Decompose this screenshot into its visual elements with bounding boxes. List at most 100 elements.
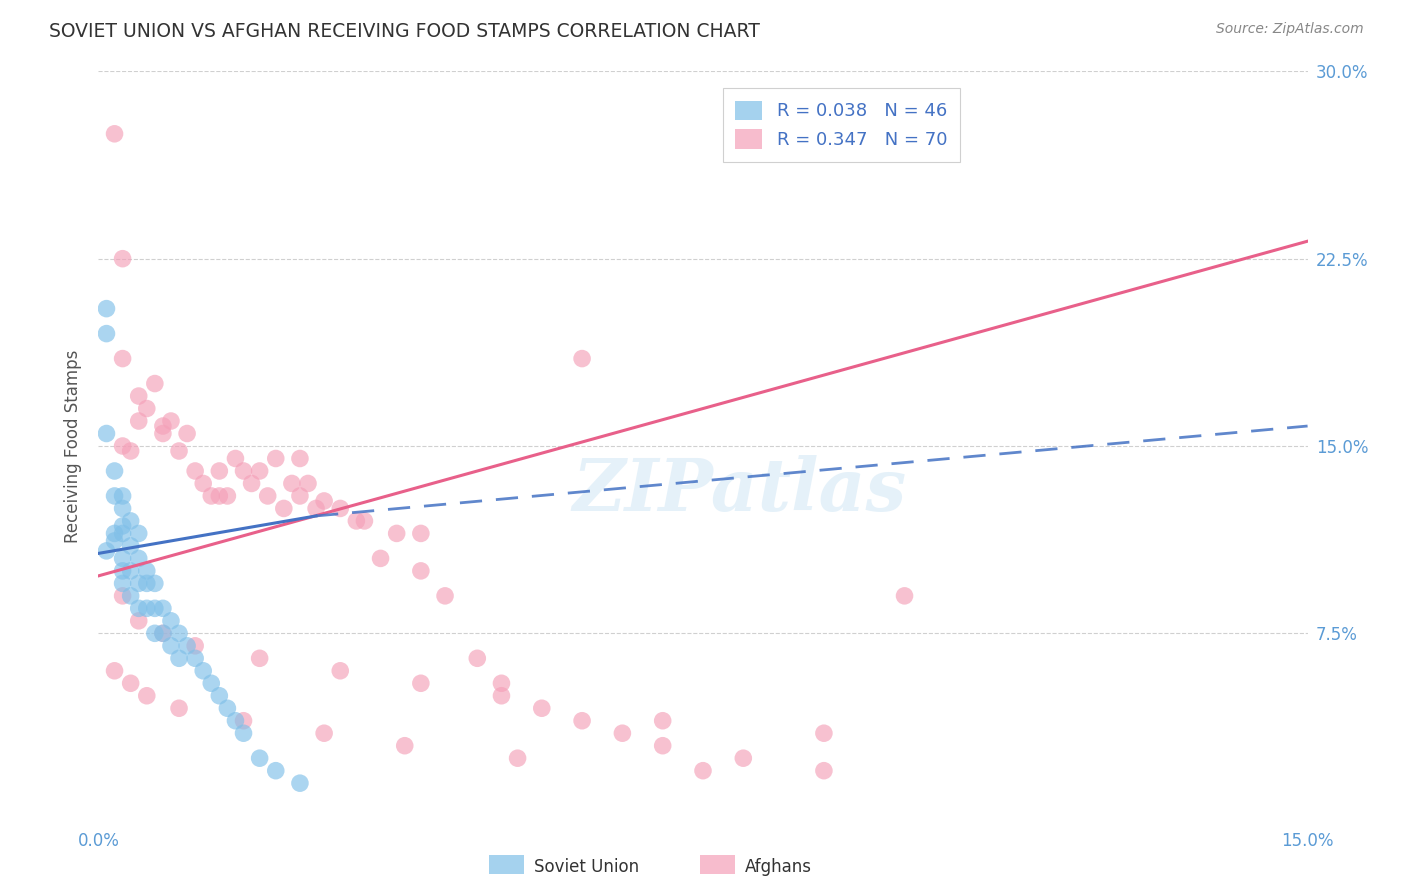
- Point: [103, 127, 125, 141]
- Point: [96, 544, 118, 558]
- Point: [249, 651, 271, 665]
- Point: [329, 664, 352, 678]
- Point: [111, 252, 134, 266]
- Point: [167, 701, 190, 715]
- Point: [314, 726, 336, 740]
- Point: [111, 439, 134, 453]
- Point: [224, 714, 246, 728]
- Point: [314, 494, 336, 508]
- Point: [103, 489, 125, 503]
- Point: [353, 514, 375, 528]
- Point: [344, 514, 367, 528]
- Point: [135, 576, 157, 591]
- Point: [217, 489, 239, 503]
- Point: [120, 676, 142, 690]
- Point: [506, 751, 529, 765]
- Point: [143, 576, 166, 591]
- Point: [152, 626, 174, 640]
- Point: [111, 526, 134, 541]
- Point: [409, 526, 432, 541]
- Point: [176, 426, 198, 441]
- Point: [103, 664, 125, 678]
- Point: [120, 589, 142, 603]
- Point: [96, 426, 118, 441]
- Point: [135, 689, 157, 703]
- Point: [491, 676, 513, 690]
- Point: [184, 464, 207, 478]
- Point: [143, 626, 166, 640]
- Point: [160, 614, 183, 628]
- Point: [135, 564, 157, 578]
- Point: [409, 564, 432, 578]
- Point: [281, 476, 304, 491]
- Point: [152, 419, 174, 434]
- Point: [128, 414, 150, 428]
- Point: [394, 739, 416, 753]
- Point: [167, 444, 190, 458]
- Text: ZIPatlas: ZIPatlas: [572, 456, 907, 526]
- Point: [232, 714, 254, 728]
- Point: [240, 476, 263, 491]
- Point: [733, 751, 755, 765]
- Point: [128, 614, 150, 628]
- Point: [208, 464, 231, 478]
- Point: [160, 414, 183, 428]
- Point: [651, 714, 673, 728]
- Point: [256, 489, 278, 503]
- Point: [128, 526, 150, 541]
- Legend: R = 0.038   N = 46, R = 0.347   N = 70: R = 0.038 N = 46, R = 0.347 N = 70: [723, 88, 960, 162]
- Point: [111, 489, 134, 503]
- Point: [128, 576, 150, 591]
- Point: [96, 301, 118, 316]
- Point: [128, 389, 150, 403]
- Point: [152, 426, 174, 441]
- Point: [176, 639, 198, 653]
- Point: [813, 764, 835, 778]
- Point: [264, 451, 287, 466]
- Point: [385, 526, 408, 541]
- Point: [249, 751, 271, 765]
- Point: [232, 726, 254, 740]
- Point: [612, 726, 634, 740]
- Text: SOVIET UNION VS AFGHAN RECEIVING FOOD STAMPS CORRELATION CHART: SOVIET UNION VS AFGHAN RECEIVING FOOD ST…: [49, 22, 761, 41]
- Point: [135, 401, 157, 416]
- Point: [128, 601, 150, 615]
- Point: [651, 739, 673, 753]
- Point: [111, 551, 134, 566]
- Point: [434, 589, 457, 603]
- Point: [111, 589, 134, 603]
- Point: [167, 651, 190, 665]
- Text: Afghans: Afghans: [745, 858, 813, 876]
- Point: [571, 351, 593, 366]
- Point: [120, 514, 142, 528]
- Point: [193, 476, 215, 491]
- Point: [813, 726, 835, 740]
- Point: [143, 601, 166, 615]
- Point: [193, 664, 215, 678]
- Point: [208, 689, 231, 703]
- Point: [111, 576, 134, 591]
- Point: [273, 501, 295, 516]
- Point: [111, 501, 134, 516]
- Point: [111, 351, 134, 366]
- Point: [111, 519, 134, 533]
- Point: [224, 451, 246, 466]
- Point: [167, 626, 190, 640]
- Point: [329, 501, 352, 516]
- Point: [103, 464, 125, 478]
- Point: [143, 376, 166, 391]
- Text: Source: ZipAtlas.com: Source: ZipAtlas.com: [1216, 22, 1364, 37]
- Point: [217, 701, 239, 715]
- Point: [111, 564, 134, 578]
- Point: [288, 451, 311, 466]
- Point: [152, 626, 174, 640]
- Point: [305, 501, 328, 516]
- Point: [103, 533, 125, 548]
- Point: [249, 464, 271, 478]
- Point: [120, 539, 142, 553]
- Point: [135, 601, 157, 615]
- Point: [184, 639, 207, 653]
- Point: [160, 639, 183, 653]
- Point: [297, 476, 319, 491]
- Point: [465, 651, 488, 665]
